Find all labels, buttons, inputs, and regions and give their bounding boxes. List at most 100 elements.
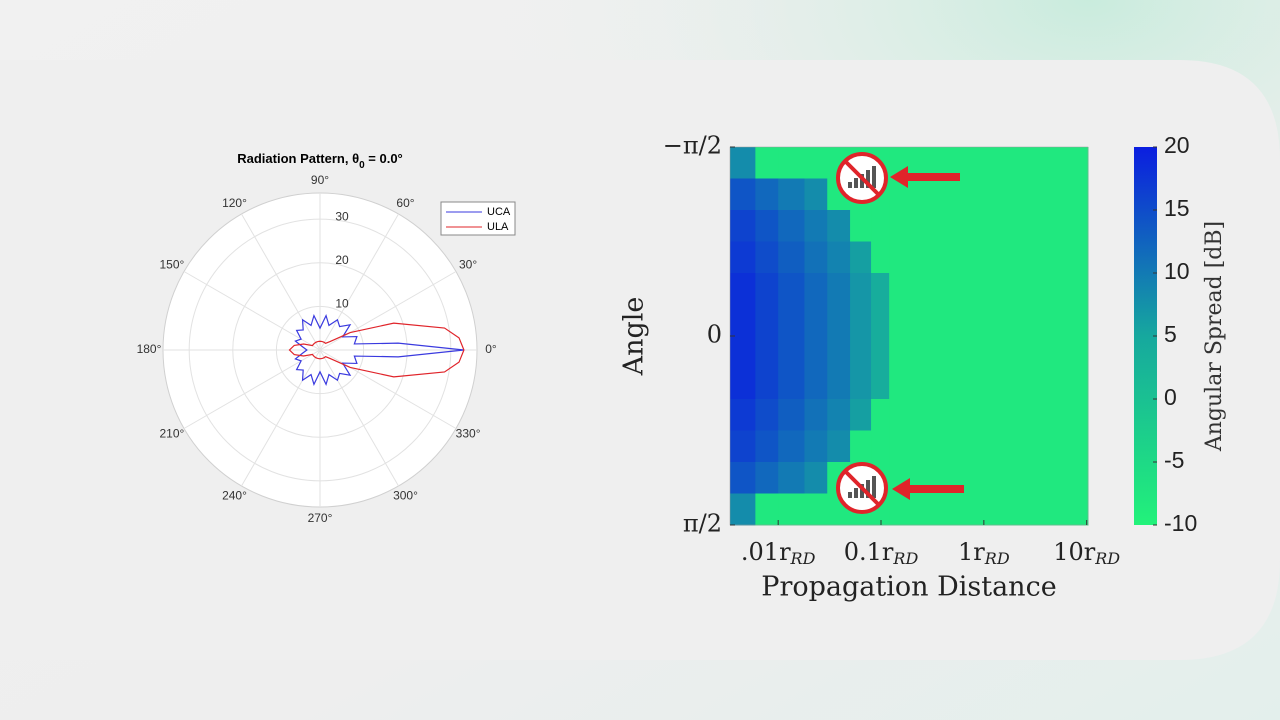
colorbar-tick-label: 5 [1164,321,1177,347]
grid-spoke [183,271,321,351]
heat-cell [804,336,828,368]
legend-label: UCA [487,206,511,218]
heat-cell [755,399,779,431]
colorbar-tick-label: 15 [1164,195,1190,221]
colorbar-tick-label: 20 [1164,132,1190,158]
title-subscript: 0 [359,160,365,171]
heat-cell [827,241,851,274]
grid-spoke [319,213,399,351]
heat-cell [871,210,890,242]
heat-cell [778,241,805,274]
heat-cell [778,178,805,211]
heat-cell [730,210,756,242]
angle-tick-label: 240° [222,489,247,503]
x-tick-text: 10r [1053,538,1096,566]
no-signal-icon [836,152,888,204]
heat-cell [730,336,756,368]
heat-cell [804,178,828,211]
y-tick-label: 0 [707,321,722,349]
heat-cell [804,493,828,526]
grid-spoke [241,349,321,487]
heat-cell [730,399,756,431]
heat-cell [778,336,805,368]
x-tick-text: 1r [958,538,985,566]
heat-cell [889,399,1089,431]
heat-cell [827,304,851,337]
heat-cell [804,147,828,179]
heat-cell [778,304,805,337]
heat-cell [755,273,779,305]
heat-cell [804,210,828,242]
grid-spoke [241,213,321,351]
colorbar-label: Angular Spread [dB] [1202,221,1227,452]
colorbar-tick-label: 0 [1164,384,1177,410]
x-tick-label: 1rRD [958,538,1010,568]
title-text: Radiation Pattern, θ [237,151,359,166]
legend-label: ULA [487,221,509,233]
heat-cell [755,462,779,494]
heat-cell [778,147,805,179]
heat-cell [827,273,851,305]
angle-tick-label: 0° [485,342,497,356]
heat-cell [755,210,779,242]
heat-cell [804,304,828,337]
arrow [890,166,960,188]
angle-tick-label: 30° [459,258,477,272]
heat-cell [730,304,756,337]
heat-cell [827,399,851,431]
heat-cell [850,241,872,274]
heat-cell [804,430,828,463]
heat-cell [778,210,805,242]
r-tick-label: 20 [335,253,349,267]
heat-cell [889,493,1089,526]
pattern-line [294,313,464,387]
heat-cell [755,147,779,179]
grid-spoke [183,349,321,429]
annotations [836,152,964,514]
heat-cell [827,210,851,242]
x-tick-label: .01rRD [741,538,816,568]
heat-cell [804,273,828,305]
x-axis-label: Propagation Distance [761,572,1056,603]
angle-tick-label: 120° [222,196,247,210]
heat-cell [871,399,890,431]
x-tick-label: 0.1rRD [844,538,919,568]
r-tick-label: 10 [335,297,349,311]
heat-cell [850,304,872,337]
heat-cell [730,178,756,211]
pattern-line [288,322,465,378]
angle-tick-label: 150° [159,258,184,272]
heat-cell [850,273,872,305]
legend-box [440,201,516,236]
arrow [892,478,964,500]
x-tick-text: .01r [741,538,791,566]
x-tick-subscript: RD [1094,549,1120,568]
x-tick-subscript: RD [790,549,816,568]
heat-cell [804,241,828,274]
heat-cell [889,430,1089,463]
x-tick-subscript: RD [892,549,918,568]
heat-cell [827,336,851,368]
r-tick-label: 30 [335,209,349,223]
heat-cell [827,430,851,463]
heat-cell [889,241,1089,274]
heat-cell [730,273,756,305]
heat-cell [755,304,779,337]
heat-cell [778,399,805,431]
heat-cell [730,493,756,526]
angle-tick-label: 90° [311,173,329,187]
chart-title: Radiation Pattern, θ0 = 0.0° [237,151,403,170]
heat-cell [778,462,805,494]
angle-tick-label: 210° [159,427,184,441]
heat-cell [755,178,779,211]
heat-cell [889,210,1089,242]
grid-spoke [319,349,399,487]
heat-cell [778,493,805,526]
heat-cell [730,367,756,400]
angle-tick-label: 180° [137,342,162,356]
y-tick-label: π/2 [683,510,722,538]
heat-cell [755,241,779,274]
heat-cell [850,210,872,242]
y-axis-label: Angle [619,297,650,377]
angle-tick-label: 330° [456,427,481,441]
